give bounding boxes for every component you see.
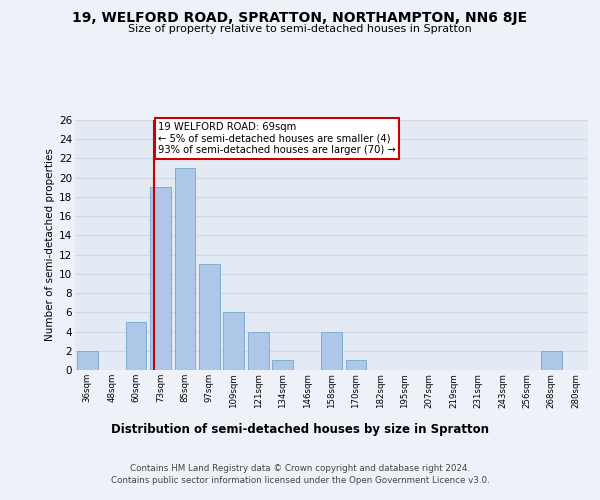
Bar — [248, 332, 269, 370]
Text: Distribution of semi-detached houses by size in Spratton: Distribution of semi-detached houses by … — [111, 422, 489, 436]
Text: Contains public sector information licensed under the Open Government Licence v3: Contains public sector information licen… — [110, 476, 490, 485]
Bar — [272, 360, 293, 370]
Bar — [77, 351, 98, 370]
Bar — [346, 360, 367, 370]
Text: Size of property relative to semi-detached houses in Spratton: Size of property relative to semi-detach… — [128, 24, 472, 34]
Bar — [223, 312, 244, 370]
Text: Contains HM Land Registry data © Crown copyright and database right 2024.: Contains HM Land Registry data © Crown c… — [130, 464, 470, 473]
Text: 19, WELFORD ROAD, SPRATTON, NORTHAMPTON, NN6 8JE: 19, WELFORD ROAD, SPRATTON, NORTHAMPTON,… — [73, 11, 527, 25]
Bar — [125, 322, 146, 370]
Bar — [199, 264, 220, 370]
Bar — [175, 168, 196, 370]
Y-axis label: Number of semi-detached properties: Number of semi-detached properties — [45, 148, 55, 342]
Bar — [541, 351, 562, 370]
Bar — [150, 188, 171, 370]
Text: 19 WELFORD ROAD: 69sqm
← 5% of semi-detached houses are smaller (4)
93% of semi-: 19 WELFORD ROAD: 69sqm ← 5% of semi-deta… — [158, 122, 396, 155]
Bar — [321, 332, 342, 370]
